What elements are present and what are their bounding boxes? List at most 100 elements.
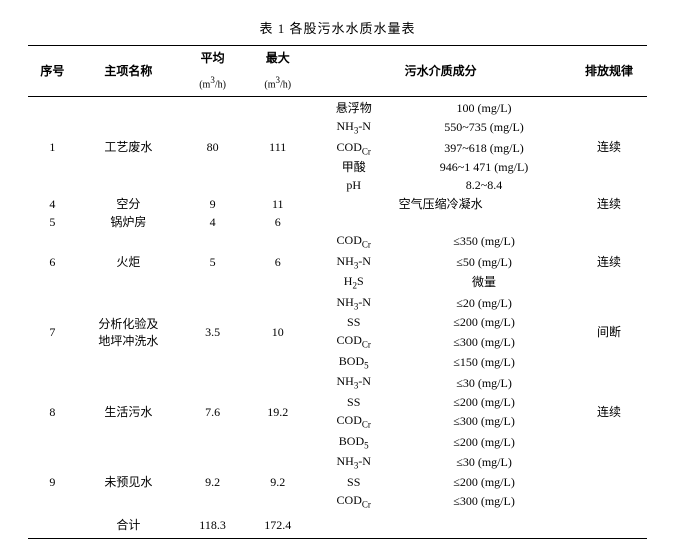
cell-rule: 连续 bbox=[571, 99, 647, 195]
col-avg-unit: (m3/h) bbox=[180, 70, 245, 96]
table-row: 6火炬56CODCr≤350 (mg/L)连续 bbox=[28, 231, 647, 252]
cell-value: ≤200 (mg/L) bbox=[397, 473, 571, 491]
cell-name: 生活污水 bbox=[77, 372, 180, 452]
cell-rule: 间断 bbox=[571, 293, 647, 373]
cell-param: CODCr bbox=[310, 331, 397, 352]
cell-empty bbox=[310, 511, 397, 538]
cell-value: ≤300 (mg/L) bbox=[397, 331, 571, 352]
cell-value: ≤150 (mg/L) bbox=[397, 352, 571, 373]
cell-max: 9.2 bbox=[245, 452, 310, 511]
cell-param: 甲酸 bbox=[310, 158, 397, 176]
cell-seq: 6 bbox=[28, 231, 77, 293]
cell-value: 微量 bbox=[397, 272, 571, 293]
cell-param: CODCr bbox=[310, 491, 397, 512]
water-quality-table: 序号 主项名称 平均 最大 污水介质成分 排放规律 (m3/h) (m3/h) … bbox=[28, 45, 647, 539]
cell-seq: 8 bbox=[28, 372, 77, 452]
cell-param bbox=[310, 213, 397, 231]
cell-value: ≤300 (mg/L) bbox=[397, 491, 571, 512]
table-row: 4空分911空气压缩冷凝水连续 bbox=[28, 195, 647, 213]
cell-param: CODCr bbox=[310, 231, 397, 252]
cell-param: NH3-N bbox=[310, 452, 397, 473]
cell-avg: 7.6 bbox=[180, 372, 245, 452]
cell-seq: 4 bbox=[28, 195, 77, 213]
cell-empty bbox=[28, 511, 77, 538]
cell-param: NH3-N bbox=[310, 372, 397, 393]
cell-value: ≤300 (mg/L) bbox=[397, 411, 571, 432]
cell-param: SS bbox=[310, 473, 397, 491]
cell-value: ≤50 (mg/L) bbox=[397, 252, 571, 273]
col-max: 最大 bbox=[245, 46, 310, 71]
table-body: 1工艺废水80111悬浮物100 (mg/L)连续NH3-N550~735 (m… bbox=[28, 97, 647, 539]
cell-avg: 9.2 bbox=[180, 452, 245, 511]
cell-seq: 7 bbox=[28, 293, 77, 373]
cell-avg: 9 bbox=[180, 195, 245, 213]
table-row: 5锅炉房46 bbox=[28, 213, 647, 231]
cell-param: SS bbox=[310, 313, 397, 331]
cell-empty bbox=[571, 511, 647, 538]
cell-rule: 连续 bbox=[571, 372, 647, 452]
col-rule: 排放规律 bbox=[571, 46, 647, 97]
cell-rule: 连续 bbox=[571, 195, 647, 213]
table-row: 8生活污水7.619.2NH3-N≤30 (mg/L)连续 bbox=[28, 372, 647, 393]
cell-max: 11 bbox=[245, 195, 310, 213]
cell-param: H2S bbox=[310, 272, 397, 293]
cell-param: BOD5 bbox=[310, 432, 397, 453]
cell-max: 111 bbox=[245, 99, 310, 195]
cell-avg: 3.5 bbox=[180, 293, 245, 373]
table-row-total: 合计118.3172.4 bbox=[28, 511, 647, 538]
cell-value: ≤200 (mg/L) bbox=[397, 313, 571, 331]
cell-value: ≤30 (mg/L) bbox=[397, 372, 571, 393]
cell-avg: 4 bbox=[180, 213, 245, 231]
cell-name: 未预见水 bbox=[77, 452, 180, 511]
cell-value: ≤200 (mg/L) bbox=[397, 393, 571, 411]
cell-value: ≤30 (mg/L) bbox=[397, 452, 571, 473]
cell-value: 100 (mg/L) bbox=[397, 99, 571, 117]
cell-param: NH3-N bbox=[310, 117, 397, 138]
col-component: 污水介质成分 bbox=[310, 46, 571, 97]
cell-value: 8.2~8.4 bbox=[397, 176, 571, 194]
table-caption: 表 1 各股污水水质水量表 bbox=[28, 18, 647, 37]
cell-param: SS bbox=[310, 393, 397, 411]
cell-seq: 5 bbox=[28, 213, 77, 231]
cell-rule bbox=[571, 213, 647, 231]
col-avg: 平均 bbox=[180, 46, 245, 71]
table-row: 9未预见水9.29.2NH3-N≤30 (mg/L) bbox=[28, 452, 647, 473]
cell-name: 空分 bbox=[77, 195, 180, 213]
cell-value bbox=[397, 213, 571, 231]
cell-max: 6 bbox=[245, 231, 310, 293]
cell-value: 946~1 471 (mg/L) bbox=[397, 158, 571, 176]
cell-param: NH3-N bbox=[310, 293, 397, 314]
cell-rule bbox=[571, 452, 647, 511]
cell-param: NH3-N bbox=[310, 252, 397, 273]
cell-avg: 80 bbox=[180, 99, 245, 195]
cell-name: 锅炉房 bbox=[77, 213, 180, 231]
table-row: 1工艺废水80111悬浮物100 (mg/L)连续 bbox=[28, 99, 647, 117]
cell-empty bbox=[397, 511, 571, 538]
cell-max: 6 bbox=[245, 213, 310, 231]
col-max-unit: (m3/h) bbox=[245, 70, 310, 96]
cell-param: CODCr bbox=[310, 411, 397, 432]
cell-name: 工艺废水 bbox=[77, 99, 180, 195]
cell-rule: 连续 bbox=[571, 231, 647, 293]
table-head: 序号 主项名称 平均 最大 污水介质成分 排放规律 (m3/h) (m3/h) bbox=[28, 46, 647, 97]
cell-value: 397~618 (mg/L) bbox=[397, 138, 571, 159]
cell-max: 19.2 bbox=[245, 372, 310, 452]
cell-total-avg: 118.3 bbox=[180, 511, 245, 538]
col-name: 主项名称 bbox=[77, 46, 180, 97]
cell-param: BOD5 bbox=[310, 352, 397, 373]
cell-component: 空气压缩冷凝水 bbox=[310, 195, 571, 213]
col-seq: 序号 bbox=[28, 46, 77, 97]
cell-seq: 1 bbox=[28, 99, 77, 195]
cell-param: 悬浮物 bbox=[310, 99, 397, 117]
cell-value: ≤350 (mg/L) bbox=[397, 231, 571, 252]
cell-max: 10 bbox=[245, 293, 310, 373]
cell-value: ≤20 (mg/L) bbox=[397, 293, 571, 314]
cell-total-label: 合计 bbox=[77, 511, 180, 538]
cell-name: 火炬 bbox=[77, 231, 180, 293]
cell-param: CODCr bbox=[310, 138, 397, 159]
cell-value: ≤200 (mg/L) bbox=[397, 432, 571, 453]
cell-total-max: 172.4 bbox=[245, 511, 310, 538]
cell-param: pH bbox=[310, 176, 397, 194]
table-row: 7分析化验及地坪冲洗水3.510NH3-N≤20 (mg/L)间断 bbox=[28, 293, 647, 314]
cell-avg: 5 bbox=[180, 231, 245, 293]
